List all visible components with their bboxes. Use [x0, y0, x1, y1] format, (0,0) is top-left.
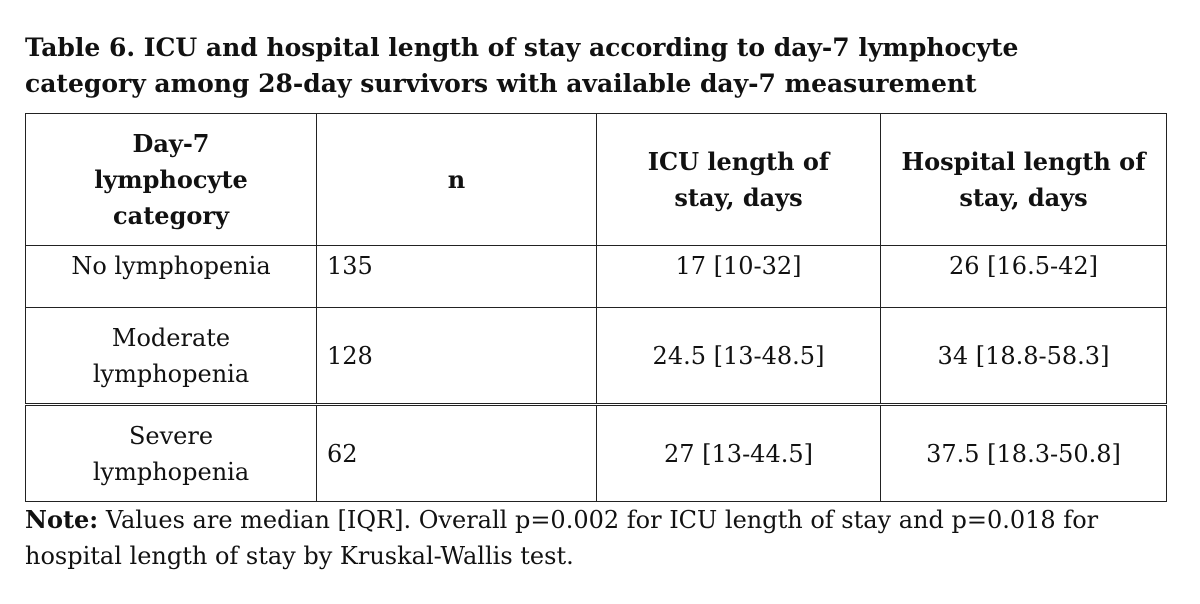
table-cell: 37.5 [18.3-50.8]	[880, 404, 1167, 502]
table-cell: 24.5 [13-48.5]	[596, 307, 881, 406]
table-row: Moderate lymphopenia 128 24.5 [13-48.5] 34 …	[25, 307, 1167, 406]
header-text: Day-7 lymphocyte category	[94, 128, 248, 230]
table-cell: 26 [16.5-42]	[880, 245, 1167, 308]
table-cell: Moderate lymphopenia	[25, 307, 317, 406]
data-table: Day-7 lymphocyte category n ICU length o…	[25, 113, 1167, 502]
table-row: No lymphopenia 135 17 [10-32] 26 [16.5-42]	[25, 245, 1167, 308]
table-row: Severe lymphopenia 62 27 [13-44.5] 37.5 [18…	[25, 404, 1167, 502]
header-cell: n	[316, 113, 597, 246]
note-text: Values are median [IQR]. Overall p=0.002…	[25, 506, 1099, 570]
table-cell: 27 [13-44.5]	[596, 404, 881, 502]
table-cell: Severe lymphopenia	[25, 404, 317, 502]
table-cell: 128	[316, 307, 597, 406]
cell-text: No lymphopenia	[71, 252, 271, 280]
table-body: No lymphopenia 135 17 [10-32] 26 [16.5-42] M…	[25, 245, 1167, 502]
header-text: ICU length of stay, days	[647, 146, 830, 212]
note: Note: Values are median [IQR]. Overall p…	[25, 502, 1175, 574]
cell-text: Severe lymphopenia	[92, 421, 250, 486]
table-cell: 62	[316, 404, 597, 502]
title-line: Table 6. ICU and hospital length of stay…	[25, 33, 1019, 62]
header-text: Hospital length of stay, days	[901, 146, 1146, 212]
table-title: Table 6. ICU and hospital length of stay…	[25, 30, 1018, 102]
table-cell: 34 [18.8-58.3]	[880, 307, 1167, 406]
header-row: Day-7 lymphocyte category n ICU length o…	[25, 113, 1167, 246]
note-label: Note:	[25, 505, 99, 534]
header-cell: Day-7 lymphocyte category	[25, 113, 317, 246]
table-cell: 17 [10-32]	[596, 245, 881, 308]
header-cell: Hospital length of stay, days	[880, 113, 1167, 246]
table-cell: 135	[316, 245, 597, 308]
table-cell: No lymphopenia	[25, 245, 317, 308]
title-line: category among 28-day survivors with ava…	[25, 69, 977, 98]
cell-text: Moderate lymphopenia	[92, 323, 250, 388]
header-cell: ICU length of stay, days	[596, 113, 881, 246]
